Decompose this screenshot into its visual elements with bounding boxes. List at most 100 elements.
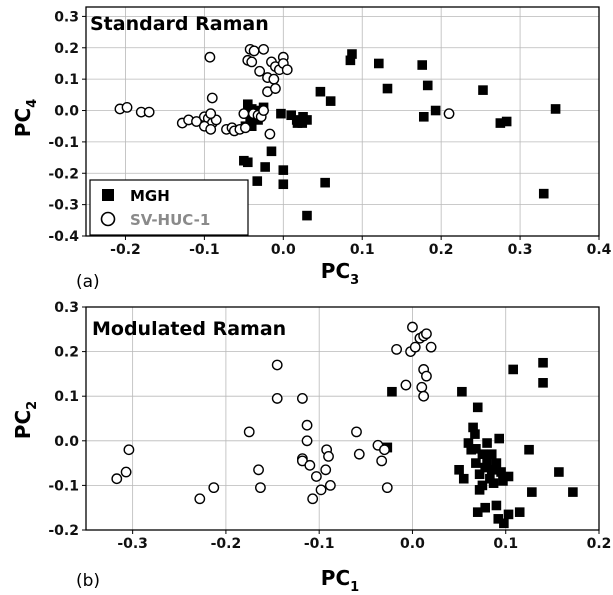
mgh-point <box>488 478 499 488</box>
y-tick-label: -0.1 <box>48 478 79 494</box>
x-tick-label: 0.1 <box>493 536 518 552</box>
svhuc-point <box>120 466 132 478</box>
mgh-point <box>491 500 502 511</box>
svhuc-point <box>123 444 135 456</box>
mgh-point <box>463 438 474 448</box>
mgh-point <box>417 60 428 70</box>
mgh-point <box>242 157 253 168</box>
y-tick-label: -0.2 <box>48 523 79 539</box>
svhuc-point <box>443 108 455 120</box>
y-tick-label: 0.2 <box>54 345 79 361</box>
mgh-point <box>454 464 464 475</box>
svhuc-point <box>205 123 217 135</box>
x-axis-title: PC3 <box>321 259 359 288</box>
svhuc-point <box>304 459 316 471</box>
mgh-point <box>494 433 504 444</box>
x-tick-label: -0.2 <box>211 536 242 552</box>
mgh-point <box>315 86 326 97</box>
x-tick-label: -0.2 <box>110 242 141 258</box>
mgh-point <box>418 111 429 122</box>
mgh-point <box>320 177 330 188</box>
mgh-point <box>550 104 561 114</box>
mgh-point <box>491 458 502 468</box>
mgh-point <box>496 467 506 477</box>
svhuc-point <box>143 106 155 118</box>
svhuc-point <box>310 471 322 482</box>
svhuc-point <box>301 435 313 447</box>
svhuc-point <box>416 381 428 393</box>
plot-area <box>86 307 599 530</box>
svhuc-point <box>381 482 393 494</box>
mgh-point <box>278 179 289 190</box>
y-tick-label: 0.2 <box>54 41 79 57</box>
mgh-point <box>508 364 518 375</box>
x-tick-label: 0.3 <box>508 242 533 258</box>
x-tick-label: -0.1 <box>189 242 220 258</box>
panel-a-chart: -0.2 -0.1 0.0 0.1 0.2 0.3 0.4 -0.4 -0.3 -0.2 -0.1 0… <box>11 6 612 292</box>
y-tick-label: -0.4 <box>48 229 79 245</box>
mgh-point <box>457 386 467 397</box>
svhuc-point <box>258 43 269 55</box>
svhuc-point <box>315 484 327 496</box>
mgh-point <box>503 509 514 520</box>
mgh-point <box>430 105 441 116</box>
svhuc-point <box>254 65 266 77</box>
mgh-point <box>501 116 512 127</box>
panel-b-chart: -0.3 -0.2 -0.1 0.0 0.1 0.2 -0.2 -0.1 0.0 0.1 0.2 0.… <box>11 300 611 595</box>
y-axis-title: PC4 <box>11 99 40 137</box>
mgh-point <box>260 162 270 172</box>
mgh-point <box>514 507 525 517</box>
x-tick-label: 0.1 <box>350 242 375 258</box>
mgh-point <box>266 146 277 157</box>
mgh-point <box>286 110 296 121</box>
svhuc-point <box>421 328 432 340</box>
mgh-point <box>477 449 488 459</box>
mgh-point <box>458 473 469 484</box>
mgh-point <box>345 55 356 66</box>
svhuc-point <box>307 493 319 505</box>
x-tick-label: 0.0 <box>271 242 296 258</box>
plot-frame <box>85 6 600 237</box>
legend-svhuc-marker <box>100 211 116 227</box>
x-tick-label: 0.0 <box>400 536 425 552</box>
svhuc-point <box>205 108 217 120</box>
svhuc-point <box>281 64 293 76</box>
legend-mgh-label: MGH <box>130 187 170 205</box>
svhuc-point <box>204 51 216 63</box>
mgh-point <box>474 469 485 480</box>
mgh-point <box>302 210 312 221</box>
mgh-point <box>480 462 491 473</box>
mgh-point <box>503 471 514 482</box>
mgh-point <box>278 165 289 175</box>
mgh-point <box>471 458 481 468</box>
mgh-point <box>276 108 286 119</box>
legend-box <box>89 179 249 236</box>
mgh-point <box>302 115 312 125</box>
svhuc-point <box>271 359 283 371</box>
plot-frame <box>85 306 600 531</box>
svhuc-point <box>425 341 437 353</box>
mgh-point <box>499 518 509 529</box>
panel-title: Modulated Raman <box>92 318 286 340</box>
svhuc-point <box>271 393 283 404</box>
svhuc-point <box>258 105 269 116</box>
svhuc-point <box>418 390 430 402</box>
mgh-point <box>568 487 578 497</box>
y-tick-label: 0.1 <box>54 389 79 405</box>
svhuc-point <box>268 73 280 85</box>
panel-title: Standard Raman <box>90 13 269 35</box>
mgh-point <box>422 80 433 91</box>
svhuc-point <box>248 45 260 57</box>
mgh-point <box>524 444 534 455</box>
svhuc-point <box>323 451 334 462</box>
svhuc-point <box>353 448 365 460</box>
svhuc-point <box>351 426 362 438</box>
mgh-point <box>472 507 483 517</box>
mgh-point <box>480 502 491 513</box>
mgh-point <box>374 58 384 69</box>
y-tick-label: 0.1 <box>54 72 79 88</box>
svhuc-point <box>409 341 421 353</box>
y-tick-label: 0.0 <box>54 434 79 450</box>
legend-mgh-marker <box>102 189 114 201</box>
